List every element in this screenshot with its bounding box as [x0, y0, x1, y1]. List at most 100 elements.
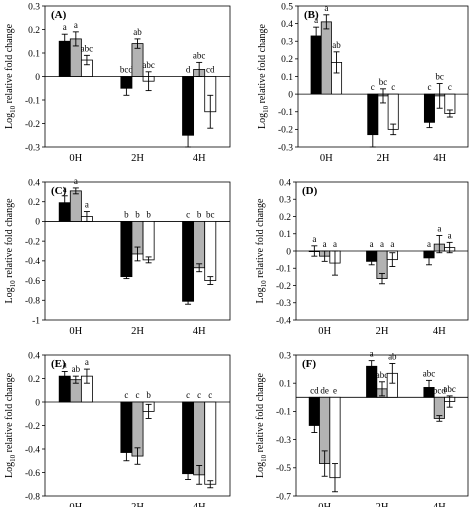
significance-letter: abc: [443, 384, 456, 394]
category-label: 4H: [433, 153, 446, 164]
y-tick-label: -0.1: [276, 408, 291, 418]
plot-frame: [295, 354, 469, 497]
significance-letter: a: [333, 239, 337, 249]
y-axis-title-prefix: Log: [255, 462, 266, 478]
y-tick-label: 0: [35, 73, 40, 83]
y-tick-label: -0.1: [276, 265, 291, 275]
y-axis-title-prefix: Log: [255, 287, 266, 303]
category-label: 0H: [69, 502, 82, 507]
significance-letter: a: [323, 239, 327, 249]
bar: [120, 221, 133, 278]
y-tick-label: 0.4: [28, 178, 40, 188]
y-tick-label: 0.3: [281, 38, 293, 48]
y-tick-label: -0.3: [278, 143, 293, 153]
significance-letter: b: [124, 209, 129, 219]
y-tick-label: -0.4: [25, 445, 40, 455]
y-tick-label: -0.2: [25, 237, 40, 247]
panel-f: -0.7 -0.5 -0.3 -0.1 0.1 0.3 (F) Log10 relative …: [255, 349, 469, 507]
bar: [204, 221, 217, 281]
significance-letter: ab: [72, 364, 81, 374]
y-axis-title-suffix: relative fold change: [255, 372, 266, 454]
y-axis-title-subscript: 10: [9, 454, 17, 462]
significance-letter: a: [370, 349, 374, 359]
y-tick-label: 0.3: [279, 351, 291, 361]
significance-letter: a: [390, 239, 394, 249]
significance-letter: c: [186, 209, 190, 219]
bar: [193, 221, 206, 269]
y-tick-label: 0.1: [279, 380, 291, 390]
bar: [182, 221, 195, 302]
y-axis-title-suffix: relative fold change: [4, 372, 15, 454]
y-axis-title-subscript: 10: [262, 105, 270, 113]
category-label: 2H: [376, 326, 389, 337]
y-tick-label: -0.6: [25, 469, 40, 479]
significance-letter: c: [391, 82, 395, 92]
y-tick-label: 0.4: [281, 20, 293, 30]
y-tick-label: 0: [288, 90, 293, 100]
panel-label: (E): [51, 358, 66, 370]
y-tick-label: -0.5: [276, 464, 291, 474]
y-tick-label: 0.4: [28, 351, 40, 361]
y-tick-label: 0.2: [281, 55, 293, 65]
bar: [320, 21, 332, 95]
y-tick-label: -0.2: [276, 282, 291, 292]
category-label: 4H: [433, 502, 446, 507]
y-axis-title-suffix: relative fold change: [4, 198, 15, 280]
y-tick-label: -0.8: [25, 297, 40, 307]
y-tick-label: -1: [32, 316, 40, 326]
significance-letter: a: [85, 357, 89, 367]
panel-c: -1 -0.8 -0.6 -0.4 -0.2 0 0.2 0.4 (C) Log10 relati…: [4, 176, 231, 337]
y-axis-title: Log10 relative fold change: [257, 23, 270, 129]
significance-letter: bcd: [120, 65, 133, 75]
significance-letter: de: [320, 385, 329, 395]
y-axis-title: Log10 relative fold change: [4, 23, 17, 129]
y-tick-label: -0.3: [276, 299, 291, 309]
significance-letter: a: [370, 239, 374, 249]
y-tick-label: -0.6: [25, 277, 40, 287]
significance-letter: b: [146, 209, 151, 219]
significance-letter: b: [146, 390, 151, 400]
y-axis-title-prefix: Log: [4, 462, 15, 478]
category-label: 4H: [433, 326, 446, 337]
y-tick-label: 0.3: [279, 196, 291, 206]
y-axis-title: Log10 relative fold change: [4, 198, 17, 304]
significance-letter: b: [197, 209, 202, 219]
y-tick-label: 0.4: [279, 178, 291, 188]
y-axis-title-subscript: 10: [260, 280, 268, 288]
significance-letter: bc: [435, 72, 444, 82]
y-tick-label: -0.4: [25, 257, 40, 267]
category-label: 0H: [320, 153, 333, 164]
category-label: 4H: [193, 153, 206, 164]
category-label: 4H: [193, 502, 206, 507]
panel-label: (F): [302, 358, 316, 370]
y-axis-title: Log10 relative fold change: [255, 198, 268, 304]
category-label: 0H: [69, 153, 82, 164]
significance-letter: a: [63, 359, 67, 369]
panel-label: (D): [302, 185, 318, 197]
panel-label: (A): [51, 9, 67, 21]
significance-letter: a: [427, 239, 431, 249]
significance-letter: bcd: [433, 385, 446, 395]
significance-letter: ab: [133, 27, 142, 37]
significance-letter: abc: [193, 50, 206, 60]
significance-letter: a: [380, 239, 384, 249]
y-axis-title: Log10 relative fold change: [255, 372, 268, 478]
bar: [193, 401, 206, 476]
y-tick-label: 0.2: [28, 198, 40, 208]
significance-letter: cd: [206, 65, 215, 75]
y-tick-label: 0.2: [279, 213, 291, 223]
y-tick-label: 0: [35, 218, 40, 228]
y-tick-label: 0.2: [28, 26, 40, 36]
category-label: 2H: [377, 153, 390, 164]
significance-letter: c: [208, 390, 212, 400]
y-axis-title-prefix: Log: [4, 287, 15, 303]
plot-frame: [44, 181, 231, 321]
y-tick-label: -0.1: [25, 96, 40, 106]
y-axis-title-suffix: relative fold change: [255, 198, 266, 280]
bar: [142, 221, 155, 261]
panel-d: -0.4 -0.3 -0.2 -0.1 0 0.1 0.2 0.3 0.4 (D) Log10 re…: [255, 178, 469, 337]
significance-letter: a: [448, 230, 452, 240]
category-label: 2H: [131, 153, 144, 164]
category-label: 4H: [193, 326, 206, 337]
